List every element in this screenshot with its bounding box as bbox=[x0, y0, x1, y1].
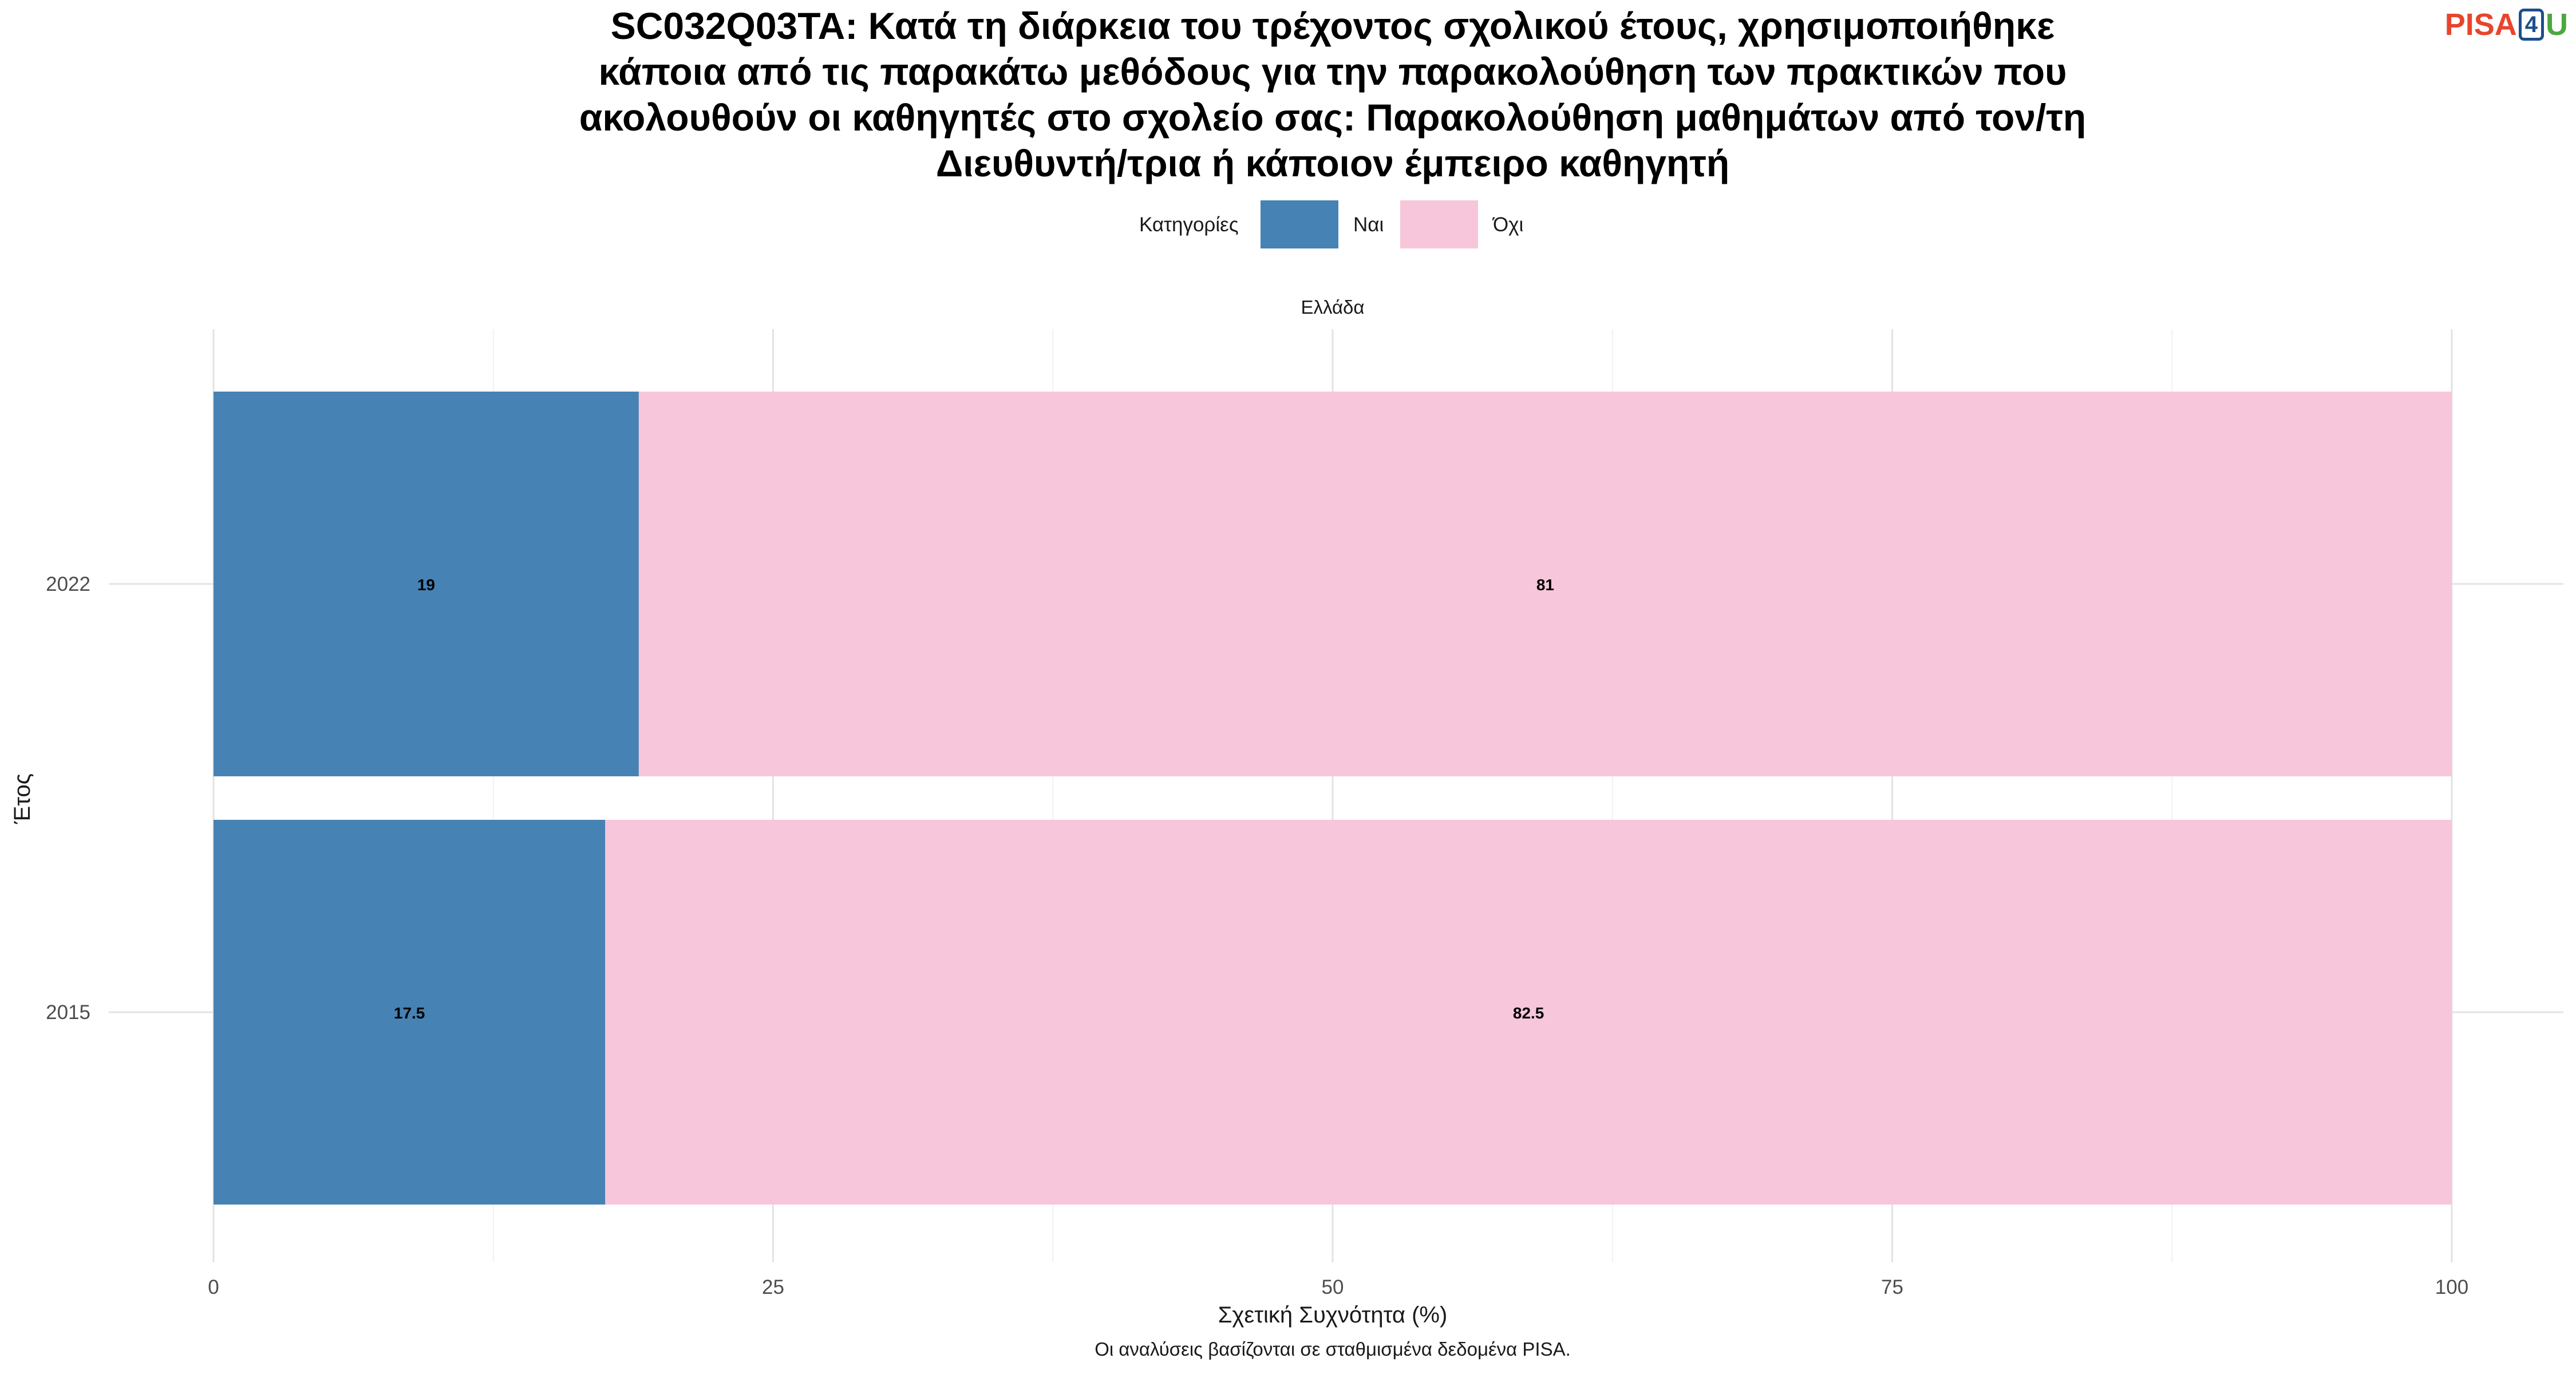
legend-title: Κατηγορίες bbox=[1139, 214, 1239, 236]
data-label: 82.5 bbox=[1513, 1004, 1544, 1022]
logo-text-4: 4 bbox=[2518, 9, 2544, 41]
bars: 19 81 17.5 82.5 bbox=[214, 392, 2452, 1205]
pisa4u-logo: PISA 4 U bbox=[2445, 7, 2568, 42]
data-label: 19 bbox=[417, 576, 435, 594]
chart-title: SC032Q03TA: Κατά τη διάρκεια του τρέχοντ… bbox=[579, 5, 2086, 184]
logo-text-u: U bbox=[2546, 7, 2568, 42]
legend-label: Όχι bbox=[1492, 214, 1523, 236]
x-tick-label: 50 bbox=[1322, 1276, 1344, 1298]
legend-key-2 bbox=[1400, 200, 1478, 248]
x-tick-label: 75 bbox=[1881, 1276, 1903, 1298]
bar-segment bbox=[605, 820, 2452, 1205]
y-tick-label: 2015 bbox=[46, 1001, 90, 1024]
y-tick-label: 2022 bbox=[46, 573, 90, 595]
legend-label: Ναι bbox=[1353, 214, 1384, 236]
data-label: 81 bbox=[1536, 576, 1554, 594]
bar-segment bbox=[638, 392, 2452, 776]
caption: Οι αναλύσεις βασίζονται σε σταθμισμένα δ… bbox=[1095, 1339, 1571, 1360]
title-line: κάποια από τις παρακάτω μεθόδους για την… bbox=[599, 50, 2067, 93]
x-tick-label: 25 bbox=[762, 1276, 784, 1298]
bar-segment bbox=[214, 392, 639, 776]
y-axis-title: Έτος bbox=[10, 773, 35, 824]
data-label: 17.5 bbox=[394, 1004, 425, 1022]
axes: 0 25 50 75 100 2022 2015 bbox=[46, 573, 2468, 1298]
legend-key-1 bbox=[1261, 200, 1338, 248]
x-tick-label: 100 bbox=[2435, 1276, 2468, 1298]
legend: Κατηγορίες Ναι Όχι bbox=[1139, 200, 1523, 248]
title-line: SC032Q03TA: Κατά τη διάρκεια του τρέχοντ… bbox=[611, 5, 2055, 47]
title-line: Διευθυντή/τρια ή κάποιον έμπειρο καθηγητ… bbox=[936, 142, 1729, 184]
x-axis-title: Σχετική Συχνότητα (%) bbox=[1218, 1302, 1448, 1328]
bar-segment bbox=[214, 820, 606, 1205]
title-line: ακολουθούν οι καθηγητές στο σχολείο σας:… bbox=[579, 96, 2086, 139]
logo-text-pisa: PISA bbox=[2444, 7, 2517, 42]
x-tick-label: 0 bbox=[208, 1276, 219, 1298]
facet-label: Ελλάδα bbox=[1301, 297, 1364, 318]
